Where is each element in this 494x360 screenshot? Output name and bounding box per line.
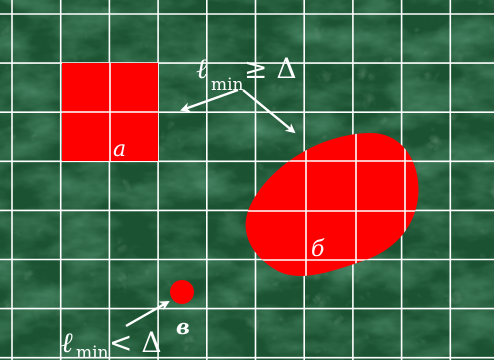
annotation-top: ℓ min ≥ Δ	[180, 52, 297, 134]
shape-c-label: в	[176, 314, 190, 339]
annotation-bottom-subscript: min	[76, 343, 109, 360]
shape-c: в	[170, 280, 194, 339]
annotation-bottom: ℓ min < Δ	[61, 300, 170, 360]
shape-a-label: a	[113, 137, 126, 162]
annotation-bottom-symbol: ℓ	[61, 326, 73, 359]
annotation-top-subscript: min	[211, 75, 244, 95]
annotation-top-symbol: ℓ	[196, 52, 208, 85]
annotation-bottom-relation: < Δ	[109, 326, 162, 359]
arrow-to-c	[125, 300, 170, 328]
annotation-top-relation: ≥ Δ	[244, 52, 297, 85]
shape-a: a	[62, 63, 158, 162]
arrow-to-b	[242, 89, 296, 134]
shape-b-label: б	[311, 237, 325, 262]
arrow-to-a	[180, 88, 239, 113]
